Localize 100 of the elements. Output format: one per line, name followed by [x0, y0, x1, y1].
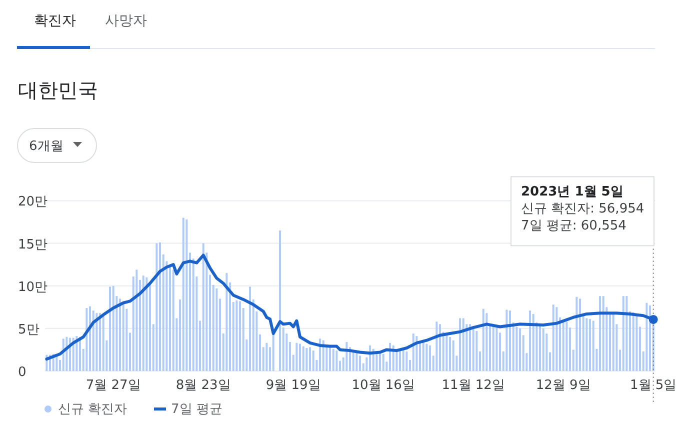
- bar: [476, 330, 478, 371]
- bar: [422, 342, 424, 371]
- y-tick-label: 10만: [18, 280, 48, 295]
- bar: [406, 351, 408, 371]
- bar: [56, 356, 58, 371]
- bar: [182, 218, 184, 371]
- bar: [99, 313, 101, 371]
- bar: [332, 348, 334, 371]
- chart-title: 대한민국: [18, 78, 98, 102]
- bar: [296, 342, 298, 371]
- bar: [312, 350, 314, 371]
- bar: [612, 313, 614, 371]
- bar: [146, 277, 148, 371]
- bar: [76, 336, 78, 371]
- bar: [109, 286, 111, 371]
- bar: [566, 322, 568, 371]
- bar: [539, 326, 541, 371]
- bar: [646, 302, 648, 371]
- bar: [346, 342, 348, 371]
- bar: [89, 306, 91, 371]
- x-tick-label: 7월 27일: [86, 378, 141, 393]
- bar: [579, 298, 581, 371]
- bar: [446, 334, 448, 371]
- bar: [492, 326, 494, 371]
- bar: [562, 320, 564, 371]
- bar: [202, 243, 204, 371]
- bar: [439, 324, 441, 371]
- x-tick-label: 1월 5일: [630, 378, 677, 393]
- legend-label: 7일 평균: [171, 402, 222, 417]
- text: 6개월: [29, 139, 64, 154]
- bar: [156, 243, 158, 371]
- bar: [626, 296, 628, 371]
- bar: [399, 350, 401, 371]
- bar: [306, 348, 308, 371]
- bar: [482, 308, 484, 371]
- bar: [226, 273, 228, 371]
- bar: [266, 342, 268, 371]
- bar: [136, 270, 138, 371]
- bar: [452, 340, 454, 371]
- bar: [529, 310, 531, 371]
- x-tick-label: 11월 12일: [442, 378, 505, 393]
- y-tick-label: 0: [18, 365, 26, 380]
- bar: [86, 308, 88, 371]
- bar: [302, 346, 304, 371]
- bar: [516, 326, 518, 371]
- bar: [412, 334, 414, 371]
- bar: [416, 336, 418, 371]
- x-tick-label: 9월 19일: [266, 378, 321, 393]
- bar: [496, 328, 498, 371]
- bar: [279, 230, 281, 371]
- bar: [96, 313, 98, 371]
- bar: [329, 347, 331, 371]
- bar: [159, 242, 161, 371]
- bar: [649, 305, 651, 371]
- x-tick-label: 10월 16일: [352, 378, 415, 393]
- bar: [509, 310, 511, 371]
- bar: [216, 288, 218, 371]
- bar: [622, 296, 624, 371]
- bar: [552, 304, 554, 371]
- bar: [532, 314, 534, 371]
- bar: [359, 356, 361, 371]
- bar: [592, 320, 594, 371]
- text: 사망자: [105, 13, 147, 29]
- legend-label: 신규 확진자: [58, 402, 128, 417]
- bar: [429, 345, 431, 371]
- bar: [172, 270, 174, 371]
- bar: [519, 328, 521, 371]
- bar: [576, 296, 578, 371]
- bar: [469, 324, 471, 371]
- bar: [486, 313, 488, 371]
- bar: [186, 219, 188, 371]
- x-tick-label: 12월 9일: [536, 378, 591, 393]
- bar: [402, 350, 404, 371]
- bar: [602, 296, 604, 371]
- bar: [102, 314, 104, 371]
- bar: [382, 354, 384, 371]
- bar: [636, 314, 638, 371]
- bar: [426, 344, 428, 371]
- bar: [92, 310, 94, 371]
- bar: [126, 308, 128, 371]
- bar: [239, 301, 241, 371]
- bar: [236, 300, 238, 371]
- bar: [449, 336, 451, 371]
- bar: [336, 350, 338, 371]
- bar: [459, 318, 461, 371]
- bar: [319, 338, 321, 371]
- y-tick-label: 15만: [18, 237, 48, 252]
- bar: [272, 334, 274, 371]
- bar: [556, 307, 558, 371]
- bar: [356, 352, 358, 371]
- bar: [309, 347, 311, 371]
- x-tick-label: 8월 23일: [176, 378, 231, 393]
- bar: [322, 340, 324, 371]
- bar: [586, 318, 588, 371]
- bar: [249, 286, 251, 371]
- bar: [506, 310, 508, 371]
- annotation: 2023년 1월 5일 신규 확진자: 56,954 7일 평균: 60,554: [521, 184, 644, 234]
- bar: [599, 296, 601, 371]
- bar: [299, 344, 301, 371]
- bar: [632, 312, 634, 371]
